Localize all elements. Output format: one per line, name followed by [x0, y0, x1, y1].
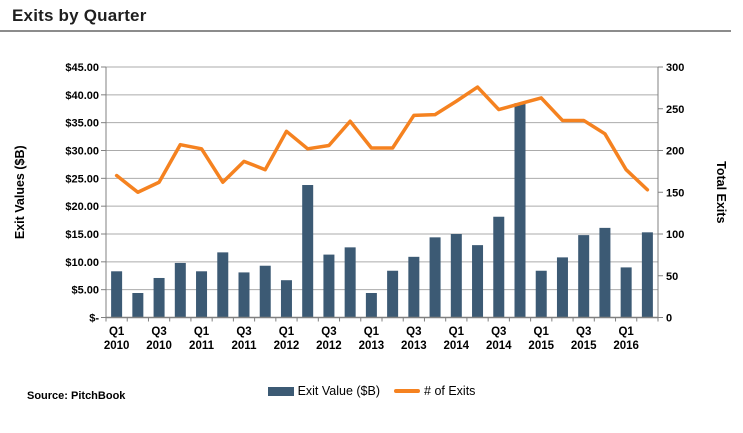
source-credit: Source: PitchBook [27, 390, 126, 402]
chart-canvas: $- $5.00 $10.00 $15.00 $20.00 $25.00 $30.00 $35… [13, 62, 728, 352]
bar-q3-2010 [153, 277, 165, 318]
legend-label-exit-value: Exit Value ($B) [297, 384, 381, 398]
x-axis-label-year: 2010 [104, 340, 130, 352]
bar-q4-2011 [259, 265, 271, 318]
bar-q3-2015 [578, 235, 590, 318]
bar-q1-2010 [111, 271, 123, 318]
bar-q4-2014 [514, 103, 526, 318]
y-axis-left-tick-label: $20.00 [65, 201, 99, 213]
y-axis-right-tick-label: 250 [666, 104, 684, 116]
y-axis-left-tick-label: $- [89, 313, 99, 325]
chart-legend: Exit Value ($B) # of Exits [0, 380, 743, 402]
bar-swatch-icon [267, 386, 294, 396]
bar-q3-2012 [323, 254, 335, 318]
legend-item-exit-value: Exit Value ($B) [267, 384, 381, 398]
bar-q4-2012 [344, 247, 356, 318]
bar-q2-2013 [387, 270, 399, 318]
x-axis-label-quarter: Q1 [618, 326, 634, 338]
y-axis-right-title: Total Exits [714, 161, 728, 223]
bar-q4-2015 [599, 227, 611, 318]
x-axis-label-year: 2011 [189, 340, 215, 352]
y-axis-left-tick-label: $40.00 [65, 90, 99, 102]
x-axis-label-year: 2015 [528, 340, 554, 352]
x-axis-label-year: 2016 [613, 340, 639, 352]
legend-item-num-exits: # of Exits [394, 384, 475, 398]
x-axis-label-quarter: Q1 [534, 326, 550, 338]
x-axis-label-year: 2014 [444, 340, 470, 352]
bar-q1-2014 [450, 234, 462, 318]
bar-q1-2011 [196, 271, 208, 318]
bar-q2-2014 [472, 245, 484, 318]
bar-q1-2013 [365, 293, 377, 318]
y-axis-left-tick-label: $45.00 [65, 62, 99, 74]
bar-q1-2015 [535, 270, 547, 318]
x-axis-label-year: 2010 [146, 340, 172, 352]
bar-q2-2012 [302, 185, 314, 318]
bar-q3-2011 [238, 272, 250, 318]
bar-q2-2011 [217, 252, 229, 318]
bar-q1-2016 [620, 267, 632, 318]
y-axis-right-tick-label: 150 [666, 187, 684, 199]
x-axis-label-quarter: Q1 [194, 326, 210, 338]
y-axis-left-tick-label: $25.00 [65, 173, 99, 185]
x-axis-label-quarter: Q3 [576, 326, 591, 338]
x-axis-label-quarter: Q3 [151, 326, 166, 338]
x-axis-label-year: 2012 [316, 340, 342, 352]
bar-q3-2014 [493, 216, 505, 318]
y-axis-left-tick-label: $5.00 [71, 285, 99, 297]
bar-q2-2015 [556, 257, 568, 318]
x-axis-label-year: 2011 [232, 340, 258, 352]
y-axis-left-tick-label: $15.00 [65, 229, 99, 241]
bar-q4-2010 [174, 262, 186, 318]
legend-label-num-exits: # of Exits [424, 384, 476, 398]
bar-q2-2016 [641, 232, 653, 318]
title-divider [0, 30, 731, 32]
num-exits-line [114, 85, 650, 194]
y-axis-left-tick-label: $30.00 [65, 146, 99, 158]
x-axis-label-quarter: Q1 [279, 326, 295, 338]
y-axis-right-tick-label: 0 [666, 313, 672, 325]
x-axis-label-quarter: Q3 [236, 326, 251, 338]
y-axis-right-tick-label: 300 [666, 62, 684, 74]
x-axis-label-year: 2014 [486, 340, 512, 352]
y-axis-left-tick-label: $35.00 [65, 118, 99, 130]
y-axis-right-tick-label: 100 [666, 229, 684, 241]
x-axis-label-year: 2013 [359, 340, 385, 352]
bar-q3-2013 [408, 256, 420, 318]
x-axis-label-quarter: Q3 [321, 326, 336, 338]
x-axis-label-quarter: Q1 [364, 326, 380, 338]
page-title: Exits by Quarter [12, 6, 147, 25]
y-axis-right-tick-label: 50 [666, 271, 678, 283]
x-axis-label-year: 2015 [571, 340, 597, 352]
bar-q4-2013 [429, 237, 441, 318]
y-axis-right-tick-label: 200 [666, 146, 684, 158]
x-axis-label-year: 2012 [274, 340, 300, 352]
x-axis-label-quarter: Q3 [491, 326, 506, 338]
line-swatch-icon [394, 389, 421, 393]
x-axis-label-quarter: Q1 [449, 326, 465, 338]
bar-q2-2010 [132, 293, 144, 318]
y-axis-left-tick-label: $10.00 [65, 257, 99, 269]
bar-q1-2012 [280, 280, 292, 318]
x-axis-label-year: 2013 [401, 340, 427, 352]
x-axis-label-quarter: Q1 [109, 326, 125, 338]
x-axis-label-quarter: Q3 [406, 326, 421, 338]
y-axis-left-title: Exit Values ($B) [13, 145, 27, 239]
